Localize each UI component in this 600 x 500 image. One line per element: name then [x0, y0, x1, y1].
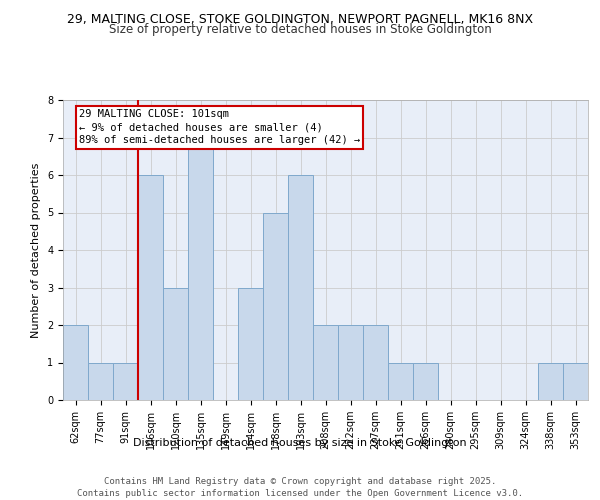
- Bar: [263, 212, 288, 400]
- Bar: [363, 325, 388, 400]
- Bar: [138, 175, 163, 400]
- Bar: [388, 362, 413, 400]
- Bar: [88, 362, 113, 400]
- Bar: [113, 362, 138, 400]
- Bar: [313, 325, 338, 400]
- Text: 29 MALTING CLOSE: 101sqm
← 9% of detached houses are smaller (4)
89% of semi-det: 29 MALTING CLOSE: 101sqm ← 9% of detache…: [79, 109, 360, 146]
- Text: 29, MALTING CLOSE, STOKE GOLDINGTON, NEWPORT PAGNELL, MK16 8NX: 29, MALTING CLOSE, STOKE GOLDINGTON, NEW…: [67, 12, 533, 26]
- Bar: [63, 325, 88, 400]
- Bar: [413, 362, 438, 400]
- Text: Contains HM Land Registry data © Crown copyright and database right 2025.
Contai: Contains HM Land Registry data © Crown c…: [77, 478, 523, 498]
- Bar: [338, 325, 363, 400]
- Bar: [288, 175, 313, 400]
- Text: Size of property relative to detached houses in Stoke Goldington: Size of property relative to detached ho…: [109, 22, 491, 36]
- Text: Distribution of detached houses by size in Stoke Goldington: Distribution of detached houses by size …: [133, 438, 467, 448]
- Y-axis label: Number of detached properties: Number of detached properties: [31, 162, 41, 338]
- Bar: [563, 362, 588, 400]
- Bar: [538, 362, 563, 400]
- Bar: [238, 288, 263, 400]
- Bar: [163, 288, 188, 400]
- Bar: [188, 138, 213, 400]
